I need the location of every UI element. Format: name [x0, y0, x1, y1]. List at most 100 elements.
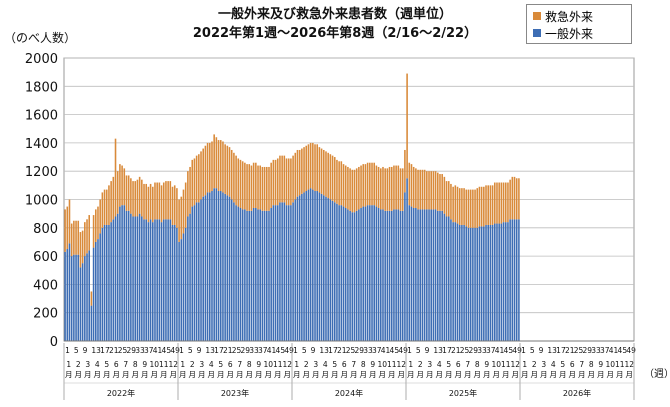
- x-week-tick-label: 33: [363, 346, 373, 355]
- bar-emergency: [217, 140, 220, 192]
- x-month-number-label: 1: [522, 360, 527, 369]
- bar-emergency: [408, 162, 411, 206]
- bar-general: [119, 206, 121, 341]
- bar-general: [151, 222, 154, 341]
- bar-general: [276, 205, 279, 341]
- bar-general: [458, 224, 461, 341]
- bar-general: [294, 199, 297, 341]
- x-week-tick-label: 9: [311, 346, 316, 355]
- y-tick-label: 2000: [25, 52, 58, 67]
- bar-general: [388, 210, 391, 341]
- bar-general: [509, 219, 511, 341]
- bar-emergency: [331, 155, 334, 201]
- x-month-kanji-label: 月: [322, 370, 330, 379]
- bar-general: [180, 239, 183, 341]
- bar-emergency: [498, 182, 500, 224]
- x-month-kanji-label: 月: [540, 370, 548, 379]
- bar-general: [382, 209, 384, 341]
- bar-general: [515, 219, 518, 341]
- bar-emergency: [388, 166, 391, 211]
- bar-general: [81, 263, 84, 341]
- bar-emergency: [64, 209, 66, 252]
- bar-emergency: [382, 166, 384, 210]
- bar-general: [314, 191, 316, 341]
- bar-emergency: [412, 166, 415, 208]
- x-month-kanji-label: 月: [483, 370, 491, 379]
- bar-general: [121, 205, 123, 341]
- bar-general: [296, 196, 299, 341]
- bar-emergency: [336, 159, 338, 204]
- bar-emergency: [119, 164, 121, 207]
- bar-emergency: [447, 181, 450, 217]
- x-week-tick-label: 21: [223, 346, 233, 355]
- x-week-tick-label: 21: [451, 346, 461, 355]
- bar-emergency: [496, 182, 498, 224]
- x-month-number-label: 6: [114, 360, 119, 369]
- x-week-tick-label: 49: [512, 346, 522, 355]
- x-month-number-label: 10: [149, 360, 159, 369]
- bar-general: [208, 192, 211, 341]
- x-week-tick-label: 25: [460, 346, 470, 355]
- bar-general: [127, 210, 130, 341]
- x-month-kanji-label: 月: [360, 370, 368, 379]
- legend: 救急外来 一般外来: [526, 4, 632, 44]
- bar-emergency: [94, 209, 97, 242]
- x-month-number-label: 4: [437, 360, 442, 369]
- x-month-kanji-label: 月: [388, 370, 396, 379]
- bar-emergency: [476, 188, 479, 228]
- bar-emergency: [353, 169, 356, 213]
- bar-emergency: [298, 149, 301, 196]
- x-month-number-label: 11: [615, 360, 625, 369]
- bar-emergency: [187, 171, 189, 217]
- bar-general: [202, 196, 205, 341]
- x-month-kanji-label: 月: [284, 370, 292, 379]
- bar-general: [195, 202, 198, 341]
- bar-emergency: [208, 142, 211, 193]
- bar-general: [169, 219, 172, 341]
- bar-general: [73, 254, 75, 341]
- bar-general: [272, 205, 275, 341]
- bar-emergency: [66, 206, 69, 250]
- bar-general: [173, 224, 176, 341]
- bar-general: [390, 210, 393, 341]
- bar-general: [377, 207, 380, 341]
- bar-general: [248, 210, 251, 341]
- bar-emergency: [239, 159, 242, 208]
- x-week-tick-label: 5: [74, 346, 79, 355]
- bar-emergency: [450, 183, 452, 220]
- bar-general: [456, 223, 459, 341]
- bar-emergency: [274, 159, 277, 206]
- bar-emergency: [377, 166, 380, 208]
- bar-general: [213, 188, 215, 341]
- x-month-number-label: 6: [342, 360, 347, 369]
- x-week-tick-label: 33: [477, 346, 487, 355]
- bar-emergency: [432, 171, 435, 210]
- bar-emergency: [292, 155, 294, 203]
- bar-emergency: [101, 192, 104, 228]
- bar-emergency: [134, 181, 137, 217]
- bar-general: [404, 192, 406, 341]
- bar-general: [77, 254, 80, 341]
- bar-general: [86, 253, 88, 341]
- bar-general: [176, 227, 178, 341]
- bar-emergency: [395, 165, 397, 210]
- bar-general: [443, 213, 446, 341]
- bar-general: [233, 202, 235, 341]
- bar-general: [469, 227, 472, 341]
- x-week-tick-label: 1: [179, 346, 184, 355]
- bar-emergency: [257, 165, 259, 210]
- x-month-number-label: 5: [332, 360, 337, 369]
- bar-general: [94, 241, 97, 341]
- bar-general: [244, 209, 246, 341]
- bar-general: [415, 207, 417, 341]
- x-week-tick-label: 45: [504, 346, 514, 355]
- x-month-number-label: 10: [377, 360, 387, 369]
- x-month-kanji-label: 月: [274, 370, 282, 379]
- x-month-number-label: 12: [396, 360, 406, 369]
- x-week-tick-label: 13: [91, 346, 101, 355]
- x-month-kanji-label: 月: [151, 370, 159, 379]
- x-month-number-label: 11: [501, 360, 511, 369]
- bar-general: [322, 195, 325, 341]
- x-month-number-label: 5: [560, 360, 565, 369]
